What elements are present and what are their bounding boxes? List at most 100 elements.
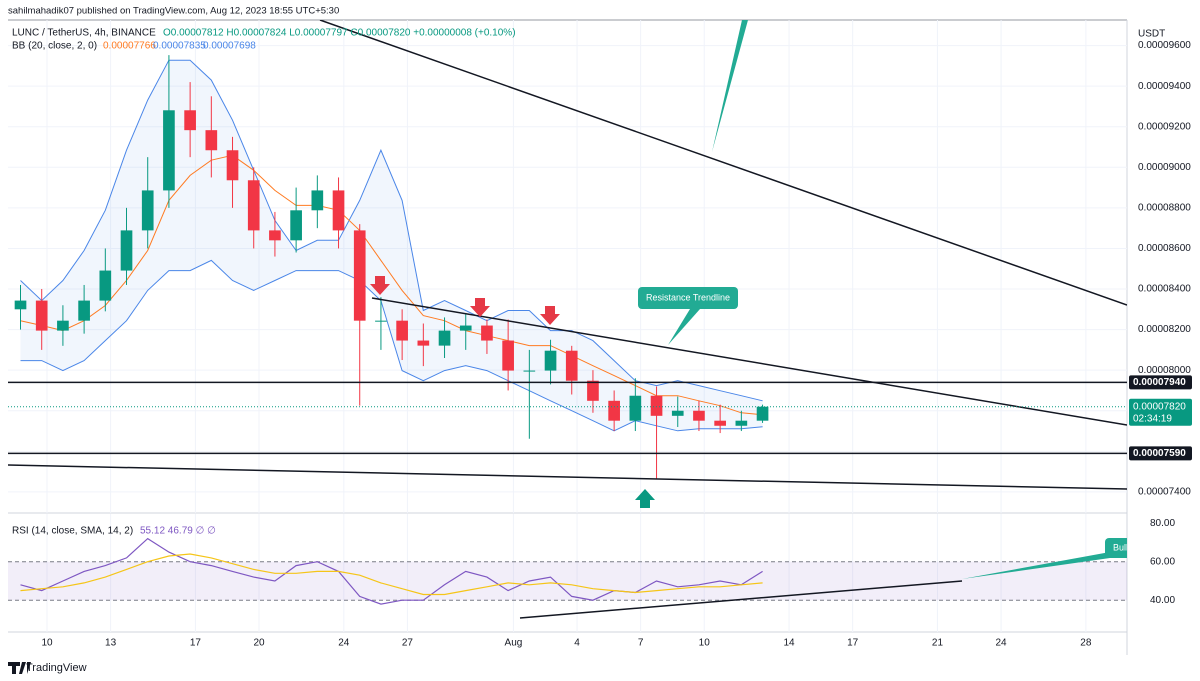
- rsi-line: [20, 553, 763, 596]
- annotation: Resistance Trendline: [646, 292, 730, 302]
- bull-callout: [1105, 538, 1127, 558]
- bb-lower: [20, 259, 763, 432]
- support-trendline: [8, 464, 1127, 490]
- down-arrow: [540, 306, 560, 325]
- candle-body: [35, 300, 48, 331]
- candle-body: [163, 110, 175, 191]
- candle-body: [375, 320, 387, 322]
- y-tick-label: 0.00008800: [1138, 203, 1191, 214]
- x-tick-label: 17: [847, 638, 859, 649]
- x-tick-label: 27: [402, 638, 414, 649]
- callout-line: [962, 552, 1110, 579]
- x-tick-label: 20: [253, 638, 265, 649]
- rsi-title: RSI (14, close, SMA, 14, 2): [12, 526, 133, 537]
- x-tick-label: 14: [783, 638, 795, 649]
- candle-body: [269, 230, 281, 241]
- bb-fill: [20, 60, 763, 431]
- x-tick-label: 10: [41, 638, 53, 649]
- resistance-trendline: [371, 297, 1127, 426]
- y-tick-label: 80.00: [1150, 518, 1175, 529]
- x-tick-label: 13: [105, 638, 117, 649]
- y-tick-label: 0.00008400: [1138, 284, 1191, 295]
- y-tick-label: 0.00009000: [1138, 162, 1191, 173]
- rsi-line: [20, 537, 763, 605]
- y-tick-label: 0.00009600: [1138, 40, 1191, 51]
- publisher: sahilmahadik07 published on TradingView.…: [8, 6, 339, 17]
- y-tick-label: 0.00008000: [1138, 365, 1191, 376]
- footer: TradingView: [26, 662, 87, 674]
- candle-body: [57, 320, 69, 331]
- candle-body: [78, 300, 90, 321]
- x-tick-label: Aug: [505, 638, 523, 649]
- candle-body: [226, 150, 239, 181]
- bb-readout: 0.00007698: [203, 41, 256, 52]
- bb-readout: 0.00007766: [103, 41, 156, 52]
- y-tick-label: 40.00: [1150, 595, 1175, 606]
- candle-body: [396, 320, 408, 341]
- last-price-label: 0.00007820: [1133, 401, 1186, 412]
- logo: [8, 662, 31, 674]
- level-label: 0.00007940: [1133, 377, 1186, 388]
- rsi-readout: 55.12 46.79 ∅ ∅: [140, 526, 216, 537]
- x-tick-label: 17: [190, 638, 202, 649]
- x-tick-label: 21: [932, 638, 944, 649]
- candle-body: [544, 350, 557, 371]
- y-tick-label: 0.00009200: [1138, 121, 1191, 132]
- x-tick-label: 28: [1080, 638, 1092, 649]
- candle-body: [756, 406, 769, 421]
- level-tag: [1129, 446, 1192, 461]
- rsi-band: [8, 561, 1127, 601]
- candle-body: [629, 395, 642, 421]
- candle-body: [735, 420, 748, 426]
- candle-body: [141, 190, 154, 231]
- ohlc-readout: O0.00007812 H0.00007824 L0.00007797 C0.0…: [163, 28, 516, 39]
- countdown: 02:34:19: [1133, 413, 1172, 424]
- candle-body: [481, 325, 493, 341]
- bb-title: BB (20, close, 2, 0): [12, 41, 97, 52]
- candle-body: [714, 420, 726, 426]
- candle-body: [99, 270, 112, 301]
- y-tick-label: 0.00009400: [1138, 81, 1191, 92]
- candle-body: [247, 180, 260, 231]
- candle-body: [565, 350, 578, 381]
- candle-body: [438, 330, 451, 346]
- y-tick-label: 0.00008200: [1138, 324, 1191, 335]
- resistance-callout: [638, 287, 738, 309]
- candle-body: [608, 400, 620, 421]
- x-tick-label: 24: [996, 638, 1008, 649]
- arrows: [370, 276, 655, 508]
- annotation: Bull: [1113, 542, 1128, 552]
- symbol-title: LUNC / TetherUS, 4h, BINANCE: [12, 28, 156, 39]
- trendline: [319, 20, 1127, 306]
- callout-line: [712, 20, 748, 152]
- candle-body: [523, 370, 536, 372]
- candle-body: [311, 190, 324, 211]
- candle-body: [353, 230, 366, 321]
- candle-body: [290, 210, 302, 241]
- candle-body: [332, 190, 345, 231]
- candle-body: [459, 325, 472, 331]
- currency: USDT: [1138, 29, 1165, 40]
- last-price-tag: [1129, 398, 1192, 426]
- candle-body: [671, 410, 684, 416]
- candle-body: [650, 395, 663, 416]
- candle-body: [14, 300, 27, 310]
- candle-body: [184, 110, 196, 131]
- bb-readout: 0.00007835: [153, 41, 206, 52]
- down-arrow: [370, 276, 390, 295]
- x-tick-label: 24: [338, 638, 350, 649]
- rsi-pane: [8, 514, 1127, 632]
- y-tick-label: 60.00: [1150, 556, 1175, 567]
- candle-body: [693, 410, 705, 421]
- rsi-trendline: [519, 580, 963, 619]
- candle-body: [120, 230, 133, 271]
- level-label: 0.00007590: [1133, 448, 1186, 459]
- callout-pointer: [668, 309, 700, 345]
- candle-body: [417, 340, 430, 346]
- level-tag: [1129, 375, 1192, 390]
- y-tick-label: 0.00007400: [1138, 487, 1191, 498]
- down-arrow: [470, 298, 490, 317]
- candle-body: [587, 380, 599, 401]
